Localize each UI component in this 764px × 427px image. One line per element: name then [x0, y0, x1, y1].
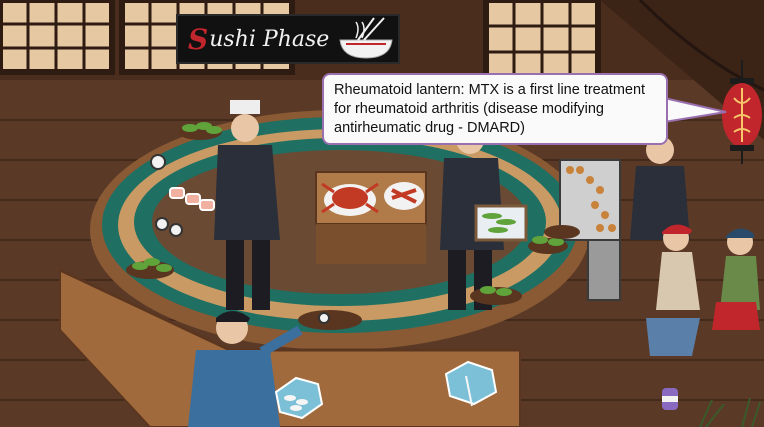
customers-right [646, 224, 760, 356]
chef-far-right [630, 136, 690, 240]
ramen-bowl-icon [339, 17, 393, 59]
sign-first-letter: S [188, 22, 209, 56]
chef-left [214, 100, 280, 310]
callout-tail [664, 97, 727, 123]
rheumatoid-lantern [722, 60, 762, 164]
window-right [483, 0, 601, 83]
customer-front [188, 311, 330, 427]
window-left [0, 0, 115, 75]
sign-title: ushi Phase [209, 26, 330, 52]
tape-item [662, 388, 678, 410]
sushi-plates [126, 122, 580, 330]
callout-text: Rheumatoid lantern: MTX is a first line … [322, 73, 668, 145]
